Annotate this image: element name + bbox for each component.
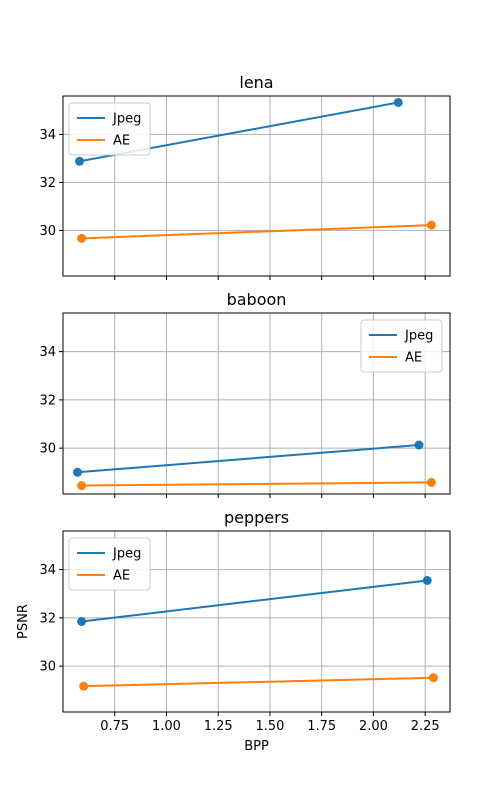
peppers-legend-jpeg-label: Jpeg [112,547,141,562]
peppers-y-axis-label: PSNR [16,604,31,639]
peppers-axes-frame [62,530,451,713]
peppers-x-tick-label: 2.25 [411,719,440,734]
baboon-legend: Jpeg AE [360,319,443,373]
lena-axes-frame [62,95,451,277]
peppers-x-tick-label: 2.00 [359,719,388,734]
lena-y-tick-label: 32 [39,176,56,191]
peppers-legend-box [68,537,151,591]
peppers-y-tick-label: 34 [39,563,56,578]
peppers-jpeg-point [77,617,87,626]
lena-jpeg-point [75,156,85,166]
peppers-y-tick-label: 30 [39,660,56,675]
lena-ae-line [81,224,432,240]
lena-title: lena [239,73,273,92]
peppers-jpeg-point [422,575,432,585]
lena-legend-jpeg-label: Jpeg [112,112,141,127]
lena-ae-point [77,233,87,243]
lena-jpeg-point [393,97,403,107]
peppers-ae-point [428,673,438,683]
baboon-ae-point [77,481,87,491]
baboon-legend-box [360,319,443,373]
baboon-ae-line [81,481,432,487]
peppers-ae-line [83,676,434,688]
baboon-legend-jpeg-label: Jpeg [404,329,433,344]
peppers-chart: 30 32 34 0.75 1.00 1.25 1.50 1.75 2.00 2.25 pepper… [16,508,451,754]
peppers-x-tick-label: 1.75 [307,719,336,734]
lena-legend-box [68,102,151,156]
baboon-legend-ae-label: AE [405,351,422,366]
lena-y-tick-label: 34 [39,128,56,143]
baboon-chart: 30 32 34 baboon Jpeg AE [39,290,451,498]
lena-y-tick-label: 30 [39,224,56,239]
baboon-ae-point [426,477,436,487]
peppers-title: peppers [224,508,289,527]
peppers-x-tick-label: 1.00 [152,719,181,734]
peppers-legend-ae-label: AE [113,569,130,584]
lena-legend: Jpeg AE [68,102,151,156]
peppers-legend: Jpeg AE [68,537,151,591]
lena-ae-point [426,220,436,230]
baboon-title: baboon [227,290,287,309]
peppers-y-tick-label: 32 [39,611,56,626]
baboon-jpeg-line [77,444,420,474]
baboon-jpeg-point [414,440,424,450]
peppers-x-axis-label: BPP [244,739,269,754]
baboon-y-tick-label: 34 [39,345,56,360]
peppers-x-tick-label: 1.50 [255,719,284,734]
peppers-x-tick-label: 1.25 [204,719,233,734]
lena-legend-ae-label: AE [113,134,130,149]
baboon-axes-frame [62,312,451,495]
peppers-x-tick-label: 0.75 [100,719,129,734]
peppers-ae-point [79,681,89,691]
peppers-jpeg-line [81,579,428,623]
baboon-y-tick-label: 32 [39,393,56,408]
lena-chart: 30 32 34 lena Jpeg AE [39,73,451,280]
baboon-y-tick-label: 30 [39,442,56,457]
baboon-jpeg-point [72,467,82,477]
